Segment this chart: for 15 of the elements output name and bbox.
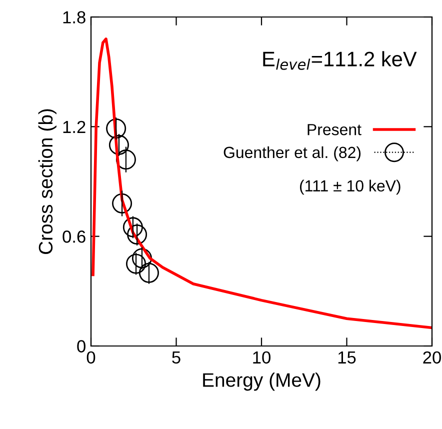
y-tick-label: 1.8 [63, 11, 86, 24]
x-axis-title: Energy (MeV) [203, 372, 320, 391]
x-tick-label: 0 [86, 351, 96, 364]
y-tick-label: 1.2 [63, 120, 86, 133]
x-tick-label: 10 [253, 351, 270, 364]
y-tick-label: 0 [77, 340, 86, 352]
y-tick-label: 0.6 [62, 230, 86, 243]
legend-label: Guenther et al. (82) [224, 146, 361, 162]
y-axis-title: Cross section (b) [38, 109, 56, 254]
annotation: E$_{level}$=111.2 keV [263, 51, 417, 70]
x-tick-label: 15 [338, 352, 356, 364]
annotation: (111 ± 10 keV) [300, 180, 400, 195]
x-tick-label: 5 [172, 352, 180, 364]
x-tick-label: 20 [423, 351, 441, 364]
legend-label: Present [308, 124, 362, 136]
